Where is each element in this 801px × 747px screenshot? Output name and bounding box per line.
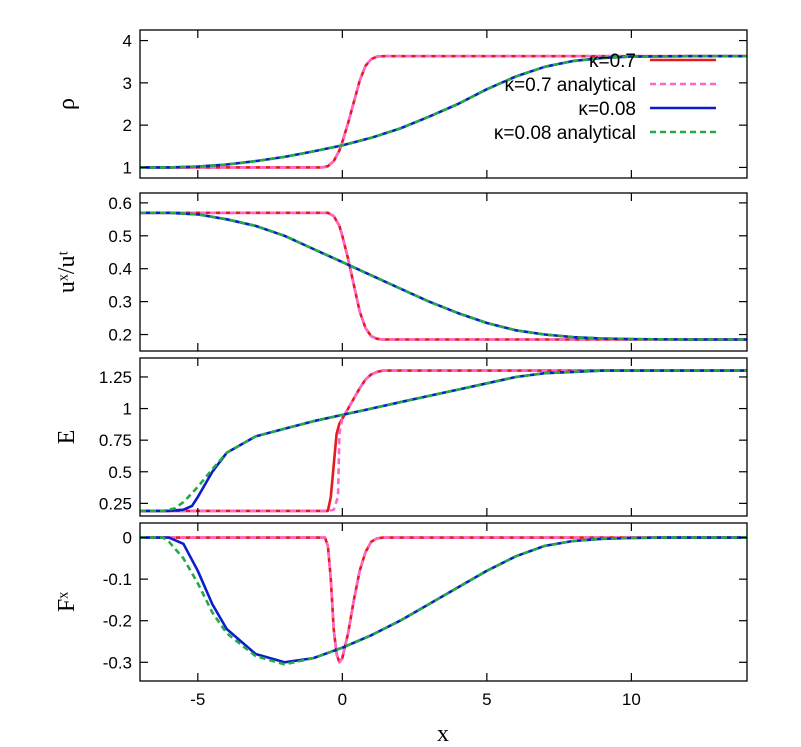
- x-tick-label: 10: [622, 690, 641, 709]
- series-line-2: [140, 54, 747, 169]
- y-tick-label: 0: [123, 529, 132, 548]
- panel-frame: [139, 522, 748, 682]
- x-tick-label: 5: [482, 690, 491, 709]
- y-tick-label: 3: [123, 74, 132, 93]
- y-tick-label: 4: [123, 32, 132, 51]
- y-tick-label: -0.1: [103, 570, 132, 589]
- panel-frame: [139, 357, 748, 517]
- series-line-3: [140, 536, 747, 666]
- y-tick-label: 2: [123, 116, 132, 135]
- y-tick-label: -0.3: [103, 653, 132, 672]
- legend-label: κ=0.7 analytical: [505, 75, 637, 96]
- series-line-2: [140, 536, 747, 664]
- legend-label: κ=0.08: [578, 99, 636, 120]
- x-tick-label: -5: [190, 690, 205, 709]
- y-tick-label: 0.5: [108, 227, 132, 246]
- x-tick-label: 0: [338, 690, 347, 709]
- series-line-1: [140, 536, 747, 664]
- y-tick-label: 0.6: [108, 194, 132, 213]
- panel-series-group: [140, 369, 747, 513]
- x-axis-label: x: [437, 721, 449, 747]
- y-axis-label: Fˣ: [54, 592, 80, 612]
- series-line-0: [140, 211, 747, 341]
- panel-frame: [139, 192, 748, 352]
- y-tick-label: 0.25: [99, 494, 132, 513]
- y-tick-label: 0.2: [108, 326, 132, 345]
- y-tick-label: 1.25: [99, 368, 132, 387]
- series-line-1: [140, 54, 747, 169]
- y-tick-label: 0.3: [108, 293, 132, 312]
- series-line-2: [140, 369, 747, 513]
- panel-series-group: [140, 536, 747, 666]
- panel-0: 1 2 3 4 ρ: [54, 29, 748, 179]
- panel-series-group: [140, 211, 747, 341]
- panel-1: 0.2 0.3 0.4 0.5 0.6 uˣ/uᵗ: [54, 192, 748, 352]
- y-tick-label: 0.5: [108, 463, 132, 482]
- legend-label: κ=0.08 analytical: [494, 123, 636, 144]
- series-line-3: [140, 369, 747, 513]
- series-line-3: [140, 211, 747, 341]
- y-tick-label: -0.2: [103, 612, 132, 631]
- legend: κ=0.7 κ=0.7 analytical κ=0.08 κ=0.08 analyt…: [494, 51, 716, 144]
- panel-frame: [139, 29, 748, 179]
- y-tick-label: 1: [123, 400, 132, 419]
- series-line-1: [140, 211, 747, 341]
- series-line-1: [140, 369, 747, 513]
- y-tick-label: 0.75: [99, 431, 132, 450]
- panel-2: 0.25 0.5 0.75 1 1.25 E: [54, 357, 748, 517]
- panel-series-group: [140, 54, 747, 169]
- series-line-0: [140, 54, 747, 169]
- y-axis-label: uˣ/uᵗ: [54, 250, 80, 293]
- y-tick-label: 1: [123, 158, 132, 177]
- y-axis-label: ρ: [54, 98, 80, 110]
- y-tick-label: 0.4: [108, 260, 132, 279]
- panel-3: 0 -0.1 -0.2 -0.3 Fˣ: [54, 522, 748, 682]
- y-axis-label: E: [54, 430, 80, 445]
- legend-label: κ=0.7: [589, 51, 636, 72]
- series-line-2: [140, 211, 747, 341]
- series-line-0: [140, 536, 747, 664]
- series-line-3: [140, 54, 747, 169]
